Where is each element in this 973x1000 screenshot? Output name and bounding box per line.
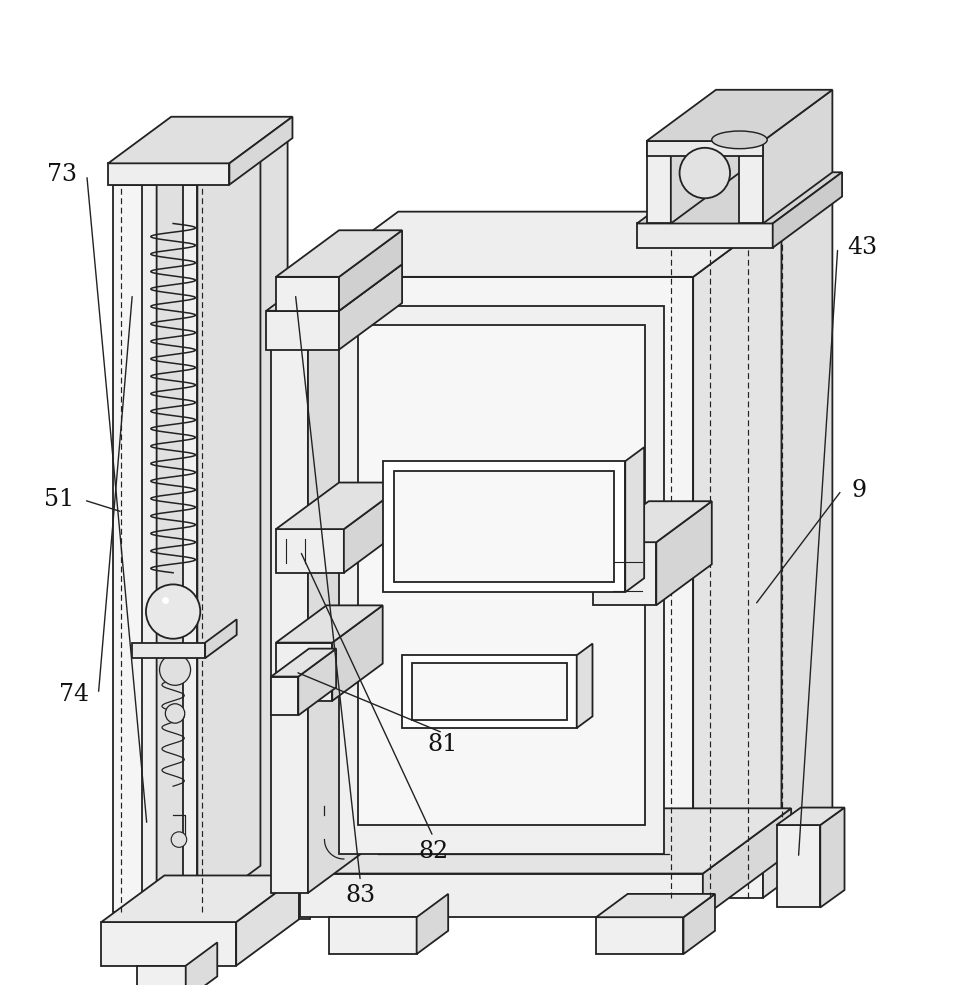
Polygon shape bbox=[300, 875, 310, 919]
Text: 74: 74 bbox=[58, 683, 89, 706]
Polygon shape bbox=[412, 663, 567, 720]
Polygon shape bbox=[647, 90, 832, 141]
Polygon shape bbox=[683, 894, 715, 954]
Polygon shape bbox=[142, 185, 157, 912]
Polygon shape bbox=[271, 649, 336, 677]
Circle shape bbox=[171, 832, 187, 847]
Polygon shape bbox=[358, 325, 645, 825]
Polygon shape bbox=[637, 172, 842, 223]
Polygon shape bbox=[101, 875, 300, 922]
Polygon shape bbox=[647, 141, 670, 223]
Polygon shape bbox=[339, 306, 664, 854]
Polygon shape bbox=[637, 223, 773, 248]
Polygon shape bbox=[198, 138, 261, 912]
Polygon shape bbox=[299, 649, 336, 715]
Polygon shape bbox=[271, 677, 299, 715]
Circle shape bbox=[165, 704, 185, 723]
Polygon shape bbox=[739, 141, 763, 223]
Polygon shape bbox=[108, 117, 293, 163]
Polygon shape bbox=[647, 141, 763, 156]
Polygon shape bbox=[329, 917, 416, 954]
Polygon shape bbox=[670, 90, 740, 223]
Polygon shape bbox=[205, 619, 236, 658]
Polygon shape bbox=[108, 163, 230, 185]
Text: 43: 43 bbox=[847, 236, 878, 259]
Polygon shape bbox=[773, 172, 842, 248]
Polygon shape bbox=[236, 875, 300, 966]
Polygon shape bbox=[186, 942, 217, 1000]
Polygon shape bbox=[276, 483, 407, 529]
Polygon shape bbox=[647, 197, 832, 248]
Polygon shape bbox=[101, 922, 236, 966]
Ellipse shape bbox=[711, 131, 768, 149]
Polygon shape bbox=[596, 894, 715, 917]
Polygon shape bbox=[276, 529, 343, 573]
Polygon shape bbox=[310, 212, 781, 277]
Polygon shape bbox=[594, 501, 712, 542]
Polygon shape bbox=[596, 917, 683, 954]
Circle shape bbox=[679, 148, 730, 198]
Polygon shape bbox=[626, 447, 644, 592]
Polygon shape bbox=[339, 264, 402, 350]
Polygon shape bbox=[276, 643, 332, 701]
Polygon shape bbox=[394, 471, 614, 582]
Polygon shape bbox=[703, 808, 791, 917]
Text: 51: 51 bbox=[44, 488, 74, 511]
Polygon shape bbox=[776, 825, 820, 907]
Polygon shape bbox=[157, 138, 220, 912]
Polygon shape bbox=[113, 185, 225, 912]
Polygon shape bbox=[183, 185, 198, 912]
Polygon shape bbox=[382, 461, 626, 592]
Text: 81: 81 bbox=[428, 733, 458, 756]
Polygon shape bbox=[776, 808, 845, 825]
Polygon shape bbox=[132, 643, 205, 658]
Polygon shape bbox=[308, 264, 371, 893]
Polygon shape bbox=[113, 138, 288, 185]
Polygon shape bbox=[657, 501, 712, 605]
Polygon shape bbox=[820, 808, 845, 907]
Polygon shape bbox=[647, 248, 763, 898]
Polygon shape bbox=[230, 117, 293, 185]
Polygon shape bbox=[301, 808, 791, 874]
Circle shape bbox=[160, 654, 191, 685]
Circle shape bbox=[146, 584, 200, 639]
Polygon shape bbox=[137, 966, 186, 1000]
Text: 82: 82 bbox=[418, 840, 449, 863]
Polygon shape bbox=[310, 277, 693, 874]
Polygon shape bbox=[267, 264, 402, 311]
Text: 9: 9 bbox=[851, 479, 866, 502]
Text: 83: 83 bbox=[345, 884, 376, 907]
Polygon shape bbox=[276, 230, 402, 277]
Polygon shape bbox=[416, 894, 449, 954]
Polygon shape bbox=[577, 644, 593, 728]
Polygon shape bbox=[332, 605, 382, 701]
Polygon shape bbox=[693, 212, 781, 874]
Polygon shape bbox=[267, 311, 339, 350]
Text: 73: 73 bbox=[47, 163, 77, 186]
Polygon shape bbox=[343, 483, 407, 573]
Polygon shape bbox=[402, 655, 577, 728]
Polygon shape bbox=[276, 605, 382, 643]
Polygon shape bbox=[594, 542, 657, 605]
Polygon shape bbox=[339, 230, 402, 311]
Polygon shape bbox=[271, 311, 308, 893]
Polygon shape bbox=[276, 277, 339, 311]
Polygon shape bbox=[301, 874, 703, 917]
Polygon shape bbox=[763, 90, 832, 223]
Polygon shape bbox=[225, 138, 288, 912]
Polygon shape bbox=[763, 197, 832, 898]
Polygon shape bbox=[271, 264, 371, 311]
